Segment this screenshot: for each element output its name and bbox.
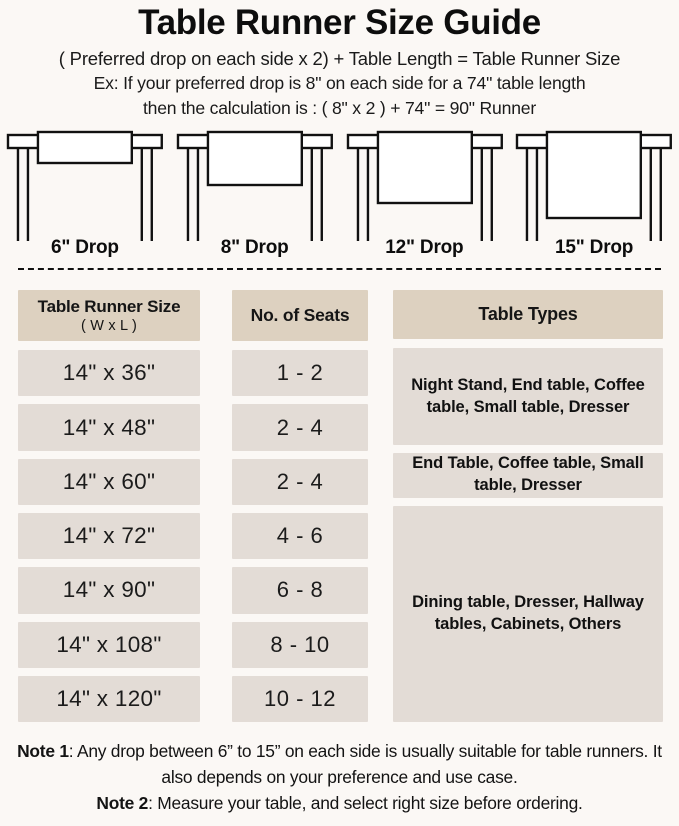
- table-runner-diagram-icon: [6, 130, 163, 241]
- column-no-of-seats: No. of Seats 1 - 2 2 - 4 2 - 4 4 - 6 6 -…: [218, 290, 390, 730]
- cell-size: 14" x 90": [62, 577, 156, 603]
- table-row: 14" x 48": [18, 404, 200, 451]
- cell-size: 14" x 72": [62, 523, 156, 549]
- size-table: Table Runner Size ( W x L ) 14" x 36" 14…: [0, 290, 679, 730]
- table-row: 14" x 36": [18, 350, 200, 397]
- cell-size: 14" x 36": [62, 360, 156, 386]
- table-row: 8 - 10: [232, 621, 368, 668]
- cell-table-types: Night Stand, End table, Coffee table, Sm…: [393, 348, 663, 446]
- formula-block: ( Preferred drop on each side x 2) + Tab…: [0, 46, 679, 120]
- cell-size: 14" x 108": [56, 631, 162, 657]
- note-2: Note 2: Measure your table, and select r…: [0, 790, 679, 816]
- formula-example-line-1: Ex: If your preferred drop is 8" on each…: [93, 73, 586, 94]
- drop-diagram-6: 6" Drop: [0, 129, 170, 271]
- drop-diagrams: 6" Drop 8" Drop: [0, 129, 679, 271]
- drop-diagram-8: 8" Drop: [170, 129, 340, 271]
- table-row: 2 - 4: [232, 458, 368, 505]
- page-header: Table Runner Size Guide ( Preferred drop…: [0, 0, 679, 120]
- footer-notes: Note 1: Any drop between 6” to 15” on ea…: [0, 738, 679, 816]
- cell-seats: 2 - 4: [276, 414, 324, 440]
- cell-seats: 4 - 6: [276, 523, 324, 549]
- table-row: 14" x 72": [18, 512, 200, 560]
- table-runner-diagram-icon: [176, 130, 333, 241]
- cell-size: 14" x 60": [62, 468, 156, 494]
- header-seats-label: No. of Seats: [250, 305, 350, 326]
- table-row: 1 - 2: [232, 350, 368, 397]
- drop-label-8: 8" Drop: [220, 236, 289, 258]
- table-row: 14" x 90": [18, 567, 200, 614]
- header-cell-table-types: Table Types: [393, 290, 663, 340]
- table-row: 10 - 12: [232, 675, 368, 723]
- table-row: 2 - 4: [232, 404, 368, 451]
- table-row: 14" x 108": [18, 621, 200, 668]
- drop-label-12: 12" Drop: [385, 236, 464, 258]
- table-runner-diagram-icon: [346, 130, 503, 241]
- cell-seats: 2 - 4: [276, 468, 324, 494]
- cell-table-types: End Table, Coffee table, Small table, Dr…: [393, 453, 663, 498]
- drop-label-15: 15" Drop: [555, 236, 634, 258]
- cell-seats: 8 - 10: [270, 631, 330, 657]
- cell-size: 14" x 120": [56, 685, 162, 711]
- header-cell-seats: No. of Seats: [232, 290, 368, 342]
- note-1-text: : Any drop between 6” to 15” on each sid…: [68, 741, 662, 788]
- drop-label-6: 6" Drop: [50, 236, 119, 258]
- note-2-text: : Measure your table, and select right s…: [148, 793, 583, 814]
- cell-seats: 1 - 2: [276, 360, 324, 386]
- formula-example-line-2: then the calculation is : ( 8" x 2 ) + 7…: [142, 97, 537, 118]
- header-cell-runner-size: Table Runner Size ( W x L ): [18, 290, 200, 342]
- cell-seats: 6 - 8: [276, 577, 324, 603]
- drop-diagram-15: 15" Drop: [509, 129, 679, 271]
- note-1: Note 1: Any drop between 6” to 15” on ea…: [0, 738, 679, 790]
- table-runner-diagram-icon: [516, 130, 673, 241]
- column-table-types: Table Types Night Stand, End table, Coff…: [390, 290, 679, 730]
- section-divider: [18, 267, 661, 270]
- cell-size: 14" x 48": [62, 414, 156, 440]
- note-2-label: Note 2: [96, 793, 149, 814]
- drop-diagram-12: 12" Drop: [340, 129, 510, 271]
- header-runner-size-sub: ( W x L ): [80, 317, 138, 334]
- cell-table-types: Dining table, Dresser, Hallway tables, C…: [393, 505, 663, 722]
- table-row: 4 - 6: [232, 512, 368, 560]
- note-1-label: Note 1: [17, 741, 69, 761]
- table-row: 6 - 8: [232, 567, 368, 614]
- column-runner-size: Table Runner Size ( W x L ) 14" x 36" 14…: [0, 290, 218, 730]
- table-row: 14" x 60": [18, 458, 200, 505]
- formula-equation: ( Preferred drop on each side x 2) + Tab…: [58, 47, 621, 69]
- header-table-types-label: Table Types: [478, 304, 578, 325]
- header-runner-size-main: Table Runner Size: [37, 297, 181, 317]
- table-row: 14" x 120": [18, 675, 200, 723]
- cell-seats: 10 - 12: [264, 685, 336, 711]
- page-title: Table Runner Size Guide: [138, 3, 541, 42]
